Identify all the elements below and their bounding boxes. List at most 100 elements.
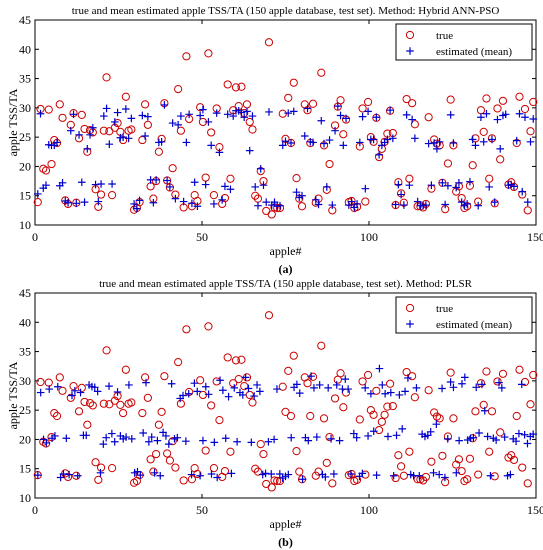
estimated-point [89,123,97,132]
estimated-point [304,436,313,445]
true-point [251,464,260,473]
estimated-point [86,131,94,139]
estimated-point [510,182,518,191]
estimated-point [230,384,239,392]
true-point [74,407,84,416]
true-point [176,126,185,135]
estimated-point [69,110,78,119]
true-point [80,397,89,407]
true-point [168,164,177,173]
estimated-point [135,196,144,205]
true-point [443,159,453,168]
estimated-point [273,385,281,393]
estimated-point [314,200,323,209]
estimated-point [295,389,304,397]
true-point [85,399,95,408]
estimated-point [229,112,237,120]
estimated-point [102,104,111,113]
true-point [66,393,75,402]
estimated-point [130,200,138,208]
estimated-point [224,392,233,401]
estimated-point [219,386,227,395]
true-point [47,159,56,169]
estimated-point [429,469,438,477]
true-point [402,367,411,377]
true-point [99,399,108,408]
series-true [33,311,538,492]
y-tick-label: 30 [19,101,31,115]
x-axis-label: apple# [270,244,302,258]
estimated-point [160,101,169,109]
x-tick-label: 100 [360,230,378,244]
estimated-point [223,110,232,119]
estimated-point [53,138,61,147]
estimated-point [353,200,361,208]
true-point [295,467,304,476]
true-point [523,479,532,488]
true-point [507,451,516,460]
estimated-point [185,110,193,119]
legend-label: estimated (mean) [436,46,512,58]
estimated-point [133,204,141,213]
estimated-point [259,181,268,189]
y-tick-label: 15 [19,462,31,476]
estimated-point [245,146,254,155]
estimated-point [397,190,405,199]
estimated-point [190,178,199,187]
estimated-point [331,126,339,135]
estimated-point [521,113,529,122]
true-point [339,130,348,139]
true-point [58,113,67,122]
estimated-point [529,115,538,123]
estimated-point [463,200,471,208]
true-point [526,400,535,409]
true-point [479,400,488,409]
true-point [330,394,340,403]
true-point [201,446,210,455]
legend-marker-true [405,303,415,313]
true-point [388,401,397,411]
estimated-point [193,202,202,211]
estimated-point [136,471,145,479]
true-point [518,463,527,472]
estimated-point [327,435,335,443]
estimated-point [82,431,91,440]
true-point [457,466,466,476]
estimated-point [364,107,372,116]
true-point [383,402,392,411]
estimated-point [256,164,265,173]
true-point [44,105,53,114]
estimated-point [444,181,452,190]
x-tick-label: 0 [32,230,38,244]
true-point [325,159,334,169]
true-point [55,373,64,382]
true-point [58,386,67,395]
true-point [504,453,513,462]
estimated-point [422,201,430,209]
true-point [55,100,64,109]
estimated-point [452,183,460,192]
estimated-point [336,111,345,120]
true-point [435,414,444,423]
true-point [273,476,282,486]
estimated-point [240,113,249,122]
true-point [410,120,419,129]
estimated-point [243,107,251,116]
true-point [209,191,219,200]
estimated-point [254,201,262,210]
estimated-point [401,387,409,396]
estimated-point [320,139,328,148]
estimated-point [517,380,526,389]
estimated-point [427,181,436,189]
estimated-point [216,376,224,385]
estimated-point [83,145,92,153]
true-point [231,83,241,92]
true-point [485,447,494,456]
estimated-point [303,104,312,113]
true-point [363,97,373,107]
x-tick-label: 0 [32,503,38,517]
true-point [523,206,532,215]
estimated-point [127,435,136,443]
estimated-point [438,179,447,187]
